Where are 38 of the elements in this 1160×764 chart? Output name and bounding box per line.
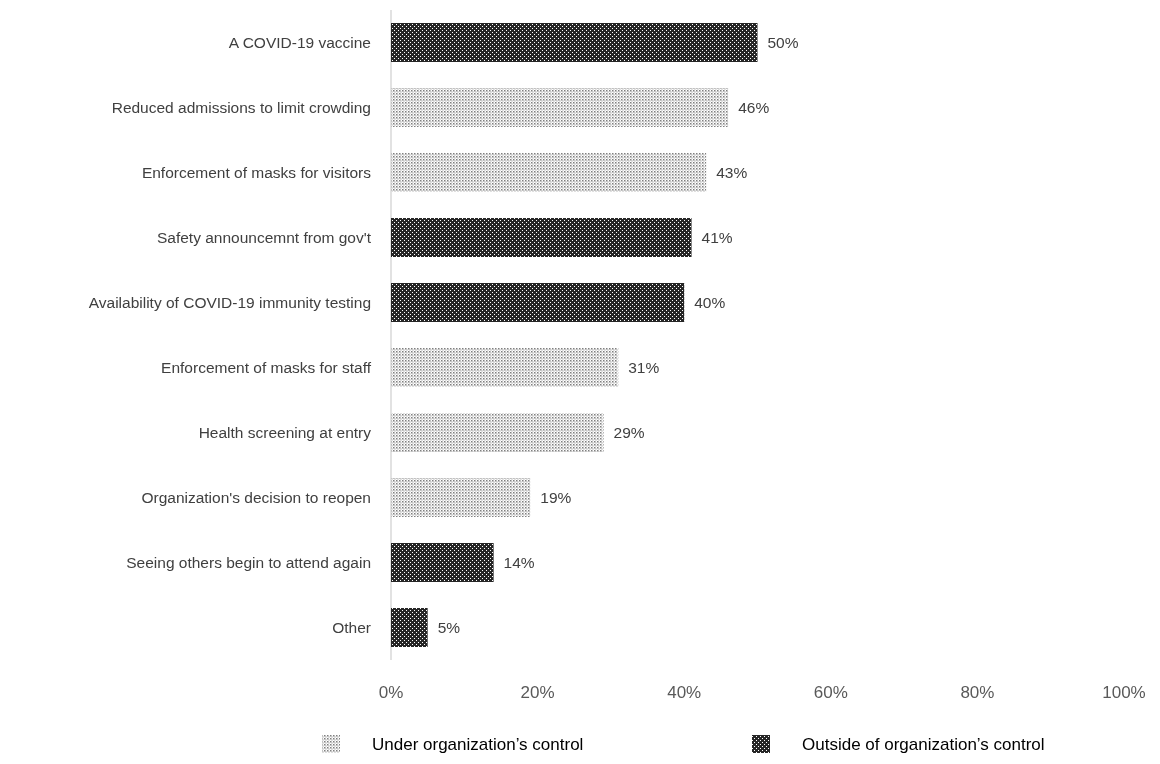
legend-label: Under organization’s control	[372, 734, 584, 754]
x-tick-label: 0%	[378, 683, 404, 702]
data-label: 43%	[716, 163, 748, 181]
x-tick-label: 40%	[667, 683, 702, 702]
data-label: 40%	[694, 293, 726, 311]
y-tick-label: Reduced admissions to limit crowding	[111, 98, 371, 116]
bar	[391, 478, 531, 517]
bar	[391, 23, 758, 62]
bar	[391, 283, 685, 322]
bar	[391, 88, 729, 127]
y-tick-label: Other	[332, 618, 371, 636]
y-tick-label: Organization's decision to reopen	[141, 488, 371, 506]
data-label: 29%	[613, 423, 645, 441]
bar	[391, 543, 494, 582]
bar	[391, 413, 604, 452]
data-label: 19%	[540, 488, 572, 506]
bar	[391, 348, 619, 387]
y-tick-label: A COVID-19 vaccine	[228, 33, 371, 51]
legend-label: Outside of organization’s control	[802, 734, 1045, 754]
y-tick-label: Availability of COVID-19 immunity testing	[88, 293, 371, 311]
data-label: 41%	[701, 228, 733, 246]
data-label: 46%	[738, 98, 770, 116]
y-tick-label: Enforcement of masks for visitors	[141, 163, 372, 181]
x-tick-label: 100%	[1102, 683, 1146, 702]
bar	[391, 608, 428, 647]
y-tick-label: Seeing others begin to attend again	[126, 553, 371, 571]
data-label: 50%	[767, 33, 799, 51]
data-label: 5%	[437, 618, 461, 636]
x-tick-label: 80%	[960, 683, 995, 702]
data-label: 31%	[628, 358, 660, 376]
y-tick-label: Health screening at entry	[198, 423, 372, 441]
bar	[391, 218, 692, 257]
bar	[391, 153, 707, 192]
x-tick-label: 60%	[813, 683, 848, 702]
x-tick-label: 20%	[520, 683, 555, 702]
y-tick-label: Safety announcemnt from gov't	[156, 228, 372, 246]
data-label: 14%	[503, 553, 535, 571]
y-tick-label: Enforcement of masks for staff	[161, 358, 372, 376]
